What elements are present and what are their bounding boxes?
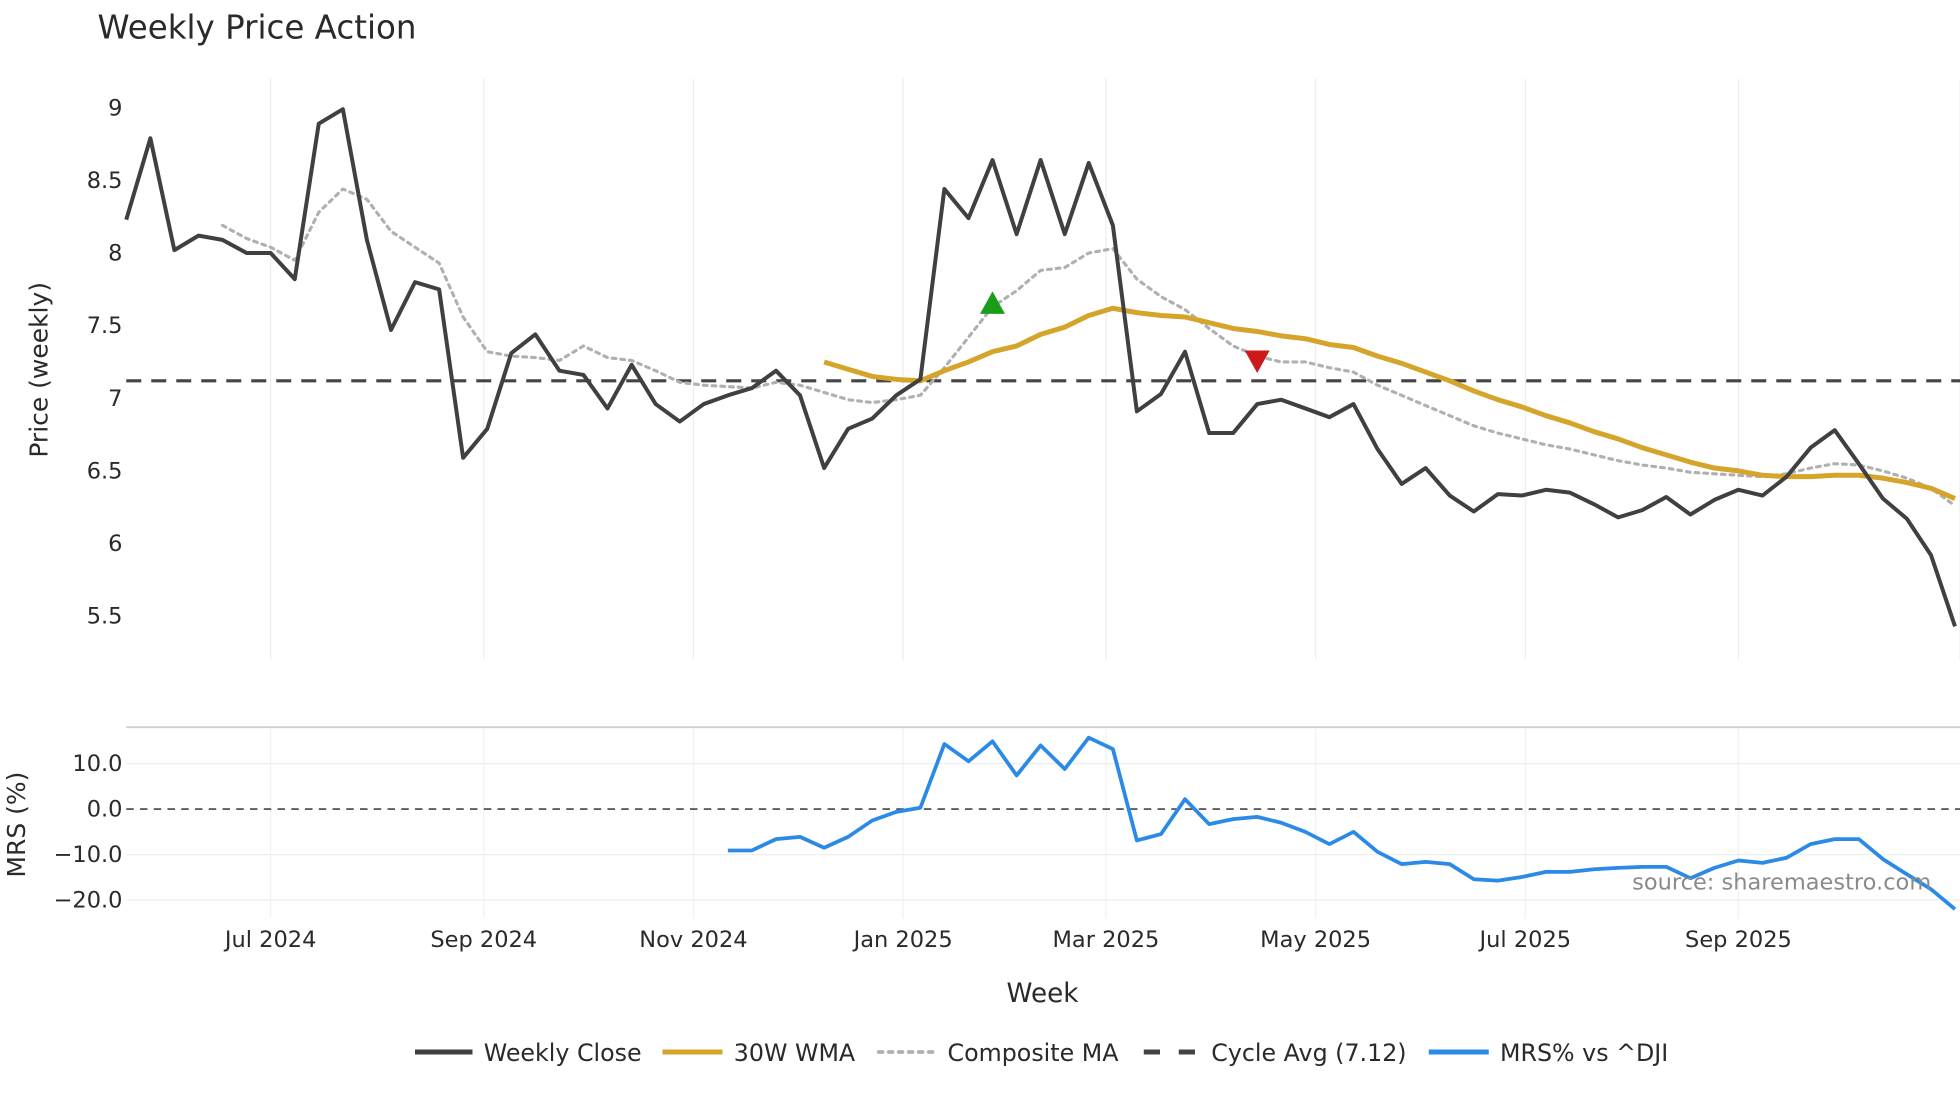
x-tick-label: Sep 2024 xyxy=(430,927,537,953)
mrs-y-axis-label: MRS (%) xyxy=(2,772,31,878)
legend-item: MRS% vs ^DJI xyxy=(1428,1039,1668,1067)
chart-title: Weekly Price Action xyxy=(98,9,417,47)
mrs-y-tick-label: 0.0 xyxy=(87,797,123,823)
price-y-tick-label: 9 xyxy=(108,95,122,121)
legend-item: Composite MA xyxy=(876,1039,1120,1067)
price-y-tick-label: 6.5 xyxy=(87,458,123,484)
price-y-tick-label: 7.5 xyxy=(87,313,123,339)
legend-label: 30W WMA xyxy=(734,1039,856,1067)
grid xyxy=(126,78,1960,919)
price-y-tick-label: 7 xyxy=(108,386,122,412)
sell-signal-marker xyxy=(1244,350,1270,373)
x-axis-label: Week xyxy=(1007,979,1080,1009)
source-annotation: source: sharemaestro.com xyxy=(1632,870,1931,896)
price-y-axis-label: Price (weekly) xyxy=(24,282,53,458)
x-tick-label: Mar 2025 xyxy=(1053,927,1160,953)
x-tick-label: Nov 2024 xyxy=(639,927,747,953)
composite-ma-line xyxy=(220,187,1957,508)
mrs-y-tick-label: 10.0 xyxy=(72,751,122,777)
legend-item: Weekly Close xyxy=(415,1039,642,1067)
price-y-tick-label: 8 xyxy=(108,241,122,267)
wma-30w-line xyxy=(823,305,1956,501)
legend-item: 30W WMA xyxy=(662,1039,856,1067)
legend-label: Composite MA xyxy=(948,1039,1120,1067)
mrs-y-tick-label: −10.0 xyxy=(54,842,123,868)
price-y-tick-label: 5.5 xyxy=(87,604,123,630)
legend-item: Cycle Avg (7.12) xyxy=(1143,1039,1407,1067)
legend-label: Weekly Close xyxy=(484,1039,642,1067)
price-panel: 5.5 6 6.5 7 7.5 8 8.5 9 xyxy=(87,95,1960,630)
x-tick-label: May 2025 xyxy=(1260,927,1371,953)
x-tick-label: Sep 2025 xyxy=(1685,927,1792,953)
x-axis: Jul 2024 Sep 2024 Nov 2024 Jan 2025 Mar 2025… xyxy=(223,927,1792,953)
legend-label: MRS% vs ^DJI xyxy=(1500,1039,1668,1067)
legend-label: Cycle Avg (7.12) xyxy=(1211,1039,1406,1067)
legend: Weekly Close 30W WMA Composite MA Cycle Avg… xyxy=(415,1039,1668,1067)
x-tick-label: Jan 2025 xyxy=(852,927,953,953)
weekly-close-line xyxy=(124,107,1957,627)
mrs-line xyxy=(727,735,1957,911)
price-y-tick-label: 6 xyxy=(108,531,122,557)
x-tick-label: Jul 2024 xyxy=(223,927,317,953)
x-tick-label: Jul 2025 xyxy=(1478,927,1572,953)
price-y-tick-label: 8.5 xyxy=(87,168,123,194)
buy-signal-marker xyxy=(980,291,1005,314)
mrs-panel: −20.0 −10.0 0.0 10.0 xyxy=(54,735,1960,914)
mrs-y-tick-label: −20.0 xyxy=(54,888,123,914)
